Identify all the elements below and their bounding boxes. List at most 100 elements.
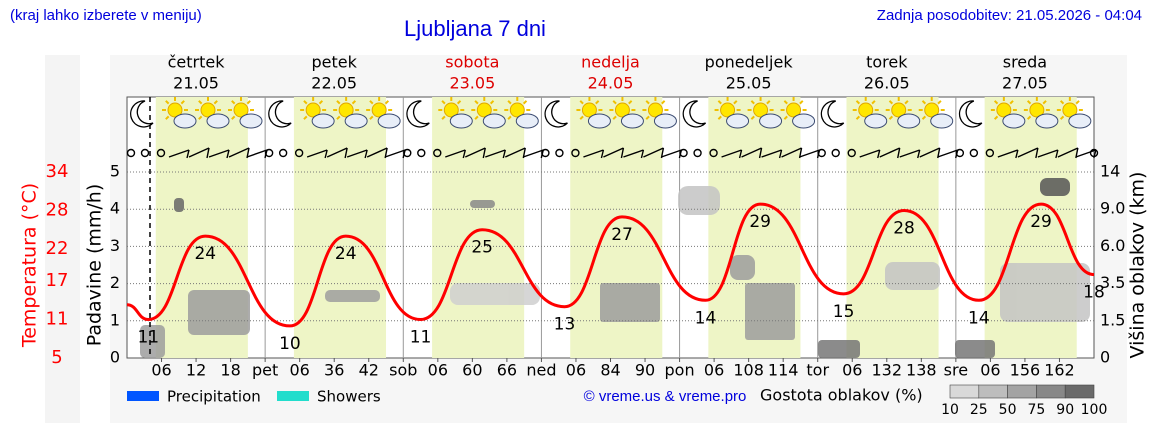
temperature-label: 11 — [410, 328, 432, 348]
sun-icon — [167, 102, 183, 118]
sun-ray — [507, 115, 512, 120]
y2-tick-label: 14 — [1100, 162, 1120, 181]
cloud-legend-box — [1036, 384, 1066, 399]
wind-barb-tick — [917, 149, 921, 159]
calm-wind — [693, 148, 702, 158]
wind-barb — [721, 149, 742, 158]
x-tick-label: 156 — [1010, 361, 1041, 380]
day-name: ponedeljek — [705, 53, 794, 72]
sun-ray — [855, 115, 861, 120]
x-tick-label: 06 — [428, 361, 448, 380]
sun-ray — [180, 100, 185, 105]
calm-wind — [847, 148, 856, 158]
wind-barb — [1057, 147, 1079, 158]
moon-icon — [682, 100, 707, 128]
cloud — [1040, 178, 1070, 196]
temperature-label: 10 — [279, 334, 301, 354]
sun-ray — [799, 100, 804, 105]
calm-wind — [985, 148, 995, 158]
temperature-label: 27 — [611, 225, 633, 245]
sun-icon — [443, 102, 459, 118]
sun-ray — [645, 100, 650, 105]
wind-barb — [919, 147, 941, 158]
sun-ray — [456, 100, 462, 105]
temp-strip — [45, 55, 80, 423]
cloud-legend-box — [1007, 384, 1037, 399]
sun-ray — [522, 100, 528, 105]
wind-barb-tick — [462, 149, 466, 159]
x-tick-label: 06 — [566, 361, 586, 380]
x-tick-label: 12 — [186, 361, 206, 380]
cloud-icon — [864, 113, 888, 129]
daylight-band — [432, 97, 525, 358]
sun-ray — [369, 100, 374, 105]
daylight-band — [846, 97, 939, 358]
sun-ray — [474, 100, 479, 105]
day-date: 21.05 — [173, 74, 219, 93]
x-tick-label: sob — [389, 361, 417, 380]
wind-barb — [623, 149, 644, 158]
sun-icon — [371, 102, 387, 118]
temperature-label: 24 — [335, 244, 357, 264]
sun-ray — [645, 115, 650, 120]
wind-barb — [583, 149, 604, 158]
sun-icon — [924, 102, 940, 118]
wind-barb — [761, 149, 782, 158]
wind-barb — [879, 147, 901, 158]
cloud — [1000, 263, 1090, 322]
moon-icon — [820, 100, 845, 128]
sun-ray — [888, 115, 894, 120]
cloud-icon — [449, 113, 473, 129]
wind-barb — [603, 147, 624, 158]
moon-icon — [130, 100, 154, 128]
sun-icon — [200, 102, 216, 118]
temperature-label: 14 — [968, 308, 990, 328]
sun-ray — [246, 100, 251, 105]
y2-tick-label: 9.0 — [1100, 199, 1125, 218]
sun-ray — [507, 100, 512, 105]
sun-ray — [1042, 100, 1047, 105]
x-tick-label: 06 — [704, 361, 724, 380]
day-date: 22.05 — [311, 74, 357, 93]
cloud-icon — [173, 113, 197, 129]
temp-tick-label: 22 — [46, 238, 69, 259]
wind-barb — [643, 147, 664, 158]
wind-barb-tick — [897, 147, 901, 159]
cloud-icon — [653, 113, 677, 129]
moon-icon — [268, 100, 292, 128]
calm-wind — [126, 148, 136, 158]
temp-axis-title: Temperatura (°C) — [19, 183, 41, 348]
x-tick-label: 06 — [980, 361, 1000, 380]
y2-axis-title: Višina oblakov (km) — [1127, 172, 1149, 359]
sun-ray — [198, 115, 203, 120]
x-tick-label: 18 — [220, 361, 240, 380]
wind-barb — [366, 147, 388, 158]
x-tick-label: sre — [944, 361, 968, 380]
wind-barb-tick — [877, 149, 881, 159]
cloud-icon — [239, 113, 263, 129]
cloud-icon — [726, 113, 750, 129]
temperature-label: 11 — [137, 328, 159, 348]
sun-icon — [476, 102, 492, 118]
sun-ray — [783, 115, 788, 120]
x-tick-label: 06 — [289, 361, 309, 380]
x-tick-label: 06 — [151, 361, 171, 380]
sun-ray — [165, 100, 170, 105]
title: Ljubljana 7 dni — [404, 16, 546, 41]
sun-ray — [336, 115, 341, 120]
legend-swatch — [277, 391, 309, 401]
daylight-band — [293, 97, 387, 358]
cloud — [730, 255, 755, 280]
calm-wind — [955, 148, 965, 158]
wind-barb — [346, 149, 368, 158]
cloud-legend-tick: 50 — [999, 402, 1017, 418]
sun-icon — [614, 102, 630, 118]
wind-barb-tick — [778, 149, 783, 159]
calm-wind — [433, 148, 442, 158]
cloud — [745, 283, 795, 340]
sun-icon — [581, 102, 597, 118]
cloud-icon — [344, 113, 368, 129]
cloud-icon — [1068, 113, 1092, 129]
cloud-legend-tick: 25 — [970, 402, 988, 418]
